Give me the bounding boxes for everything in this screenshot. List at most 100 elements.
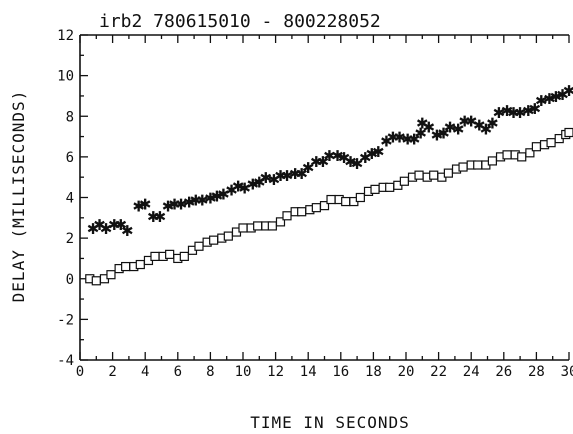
y-tick-label: 0 — [66, 272, 74, 288]
asterisk-point: ✱ — [196, 192, 209, 210]
x-tick-label: 18 — [365, 364, 382, 380]
asterisk-point: ✱ — [493, 104, 506, 122]
x-tick-label: 14 — [300, 364, 317, 380]
x-tick-label: 2 — [108, 364, 116, 380]
square-point — [341, 196, 351, 207]
square-point — [487, 156, 497, 166]
x-tick-label: 0 — [76, 364, 84, 380]
asterisk-point: ✱ — [217, 185, 230, 203]
y-tick-label: 12 — [57, 28, 74, 44]
square-point — [458, 162, 468, 172]
asterisk-point: ✱ — [416, 114, 429, 132]
asterisk-point: ✱ — [501, 102, 514, 120]
square-point — [267, 221, 277, 231]
x-tick-label: 24 — [463, 364, 480, 380]
x-axis-ticks: 024681012141618202224262830 — [76, 35, 573, 380]
x-tick-label: 22 — [430, 364, 447, 380]
asterisk-point: ✱ — [444, 118, 457, 136]
square-point — [223, 231, 233, 241]
asterisk-point: ✱ — [121, 222, 134, 240]
asterisk-point: ✱ — [225, 181, 238, 199]
square-point — [106, 270, 116, 280]
x-tick-label: 28 — [528, 364, 545, 380]
asterisk-point: ✱ — [274, 167, 287, 185]
square-point — [370, 184, 380, 194]
y-tick-label: -2 — [57, 312, 74, 328]
x-tick-label: 4 — [141, 364, 149, 380]
asterisk-point: ✱ — [543, 90, 556, 108]
x-tick-label: 20 — [398, 364, 415, 380]
asterisk-point: ✱ — [387, 129, 400, 147]
asterisk-point: ✱ — [473, 116, 486, 134]
square-point — [414, 170, 424, 180]
square-point — [531, 142, 542, 152]
asterisk-point: ✱ — [550, 88, 563, 106]
asterisk-point: ✱ — [317, 153, 330, 171]
asterisk-point: ✱ — [338, 149, 351, 167]
asterisk-point: ✱ — [238, 179, 251, 197]
asterisk-point: ✱ — [204, 190, 217, 208]
square-point — [564, 127, 573, 138]
asterisk-point: ✱ — [246, 175, 259, 193]
asterisk-point: ✱ — [414, 125, 427, 143]
square-point — [429, 170, 439, 180]
asterisk-point: ✱ — [465, 112, 478, 130]
asterisk-point: ✱ — [168, 196, 181, 214]
asterisk-point: ✱ — [93, 216, 106, 234]
x-tick-label: 6 — [174, 364, 182, 380]
square-point — [525, 148, 535, 158]
square-point — [275, 217, 286, 227]
square-point — [473, 160, 483, 170]
y-tick-label: 6 — [66, 150, 74, 166]
asterisk-point: ✱ — [310, 153, 323, 171]
square-point — [517, 152, 527, 162]
asterisk-point: ✱ — [514, 104, 527, 122]
asterisk-point: ✱ — [423, 118, 436, 136]
asterisk-point: ✱ — [108, 216, 121, 234]
asterisk-point: ✱ — [408, 131, 421, 149]
y-tick-label: 10 — [57, 69, 74, 85]
square-point — [443, 168, 453, 178]
square-point — [326, 194, 336, 205]
asterisk-point: ✱ — [189, 192, 202, 210]
asterisk-point: ✱ — [380, 133, 393, 151]
asterisk-point: ✱ — [175, 196, 188, 214]
asterisk-point: ✱ — [372, 143, 385, 161]
square-point — [502, 150, 512, 160]
square-point — [179, 251, 189, 262]
x-tick-label: 16 — [332, 364, 349, 380]
square-point — [253, 221, 263, 231]
asterisk-point: ✱ — [268, 171, 281, 189]
asterisk-point: ✱ — [132, 198, 145, 216]
asterisk-point: ✱ — [331, 147, 344, 165]
asterisk-point: ✱ — [232, 177, 245, 195]
square-point — [135, 259, 145, 270]
asterisk-point: ✱ — [302, 159, 315, 177]
asterisk-point: ✱ — [393, 129, 406, 147]
square-point — [150, 251, 160, 262]
data-marks: ✱✱✱✱✱✱✱✱✱✱✱✱✱✱✱✱✱✱✱✱✱✱✱✱✱✱✱✱✱✱✱✱✱✱✱✱✱✱✱✱… — [85, 82, 573, 286]
square-point — [385, 182, 395, 192]
asterisk-point: ✱ — [480, 120, 493, 138]
square-point — [91, 276, 101, 286]
square-point — [121, 261, 131, 272]
x-tick-label: 8 — [206, 364, 214, 380]
asterisk-point: ✱ — [535, 92, 548, 110]
square-point — [238, 223, 248, 233]
asterisk-point: ✱ — [289, 165, 302, 183]
asterisk-point: ✱ — [563, 82, 573, 100]
asterisk-point: ✱ — [147, 208, 160, 226]
asterisk-point: ✱ — [87, 220, 100, 238]
asterisk-point: ✱ — [365, 145, 378, 163]
square-point — [355, 192, 365, 203]
x-tick-label: 30 — [561, 364, 573, 380]
y-axis-label: DELAY (MILLISECONDS) — [9, 90, 28, 303]
asterisk-point: ✱ — [139, 196, 152, 214]
asterisk-point: ✱ — [183, 194, 196, 212]
square-point — [399, 176, 409, 186]
asterisk-point: ✱ — [260, 169, 273, 187]
asterisk-point: ✱ — [486, 114, 499, 132]
square-point — [165, 249, 175, 259]
x-axis-label: TIME IN SECONDS — [250, 413, 410, 432]
